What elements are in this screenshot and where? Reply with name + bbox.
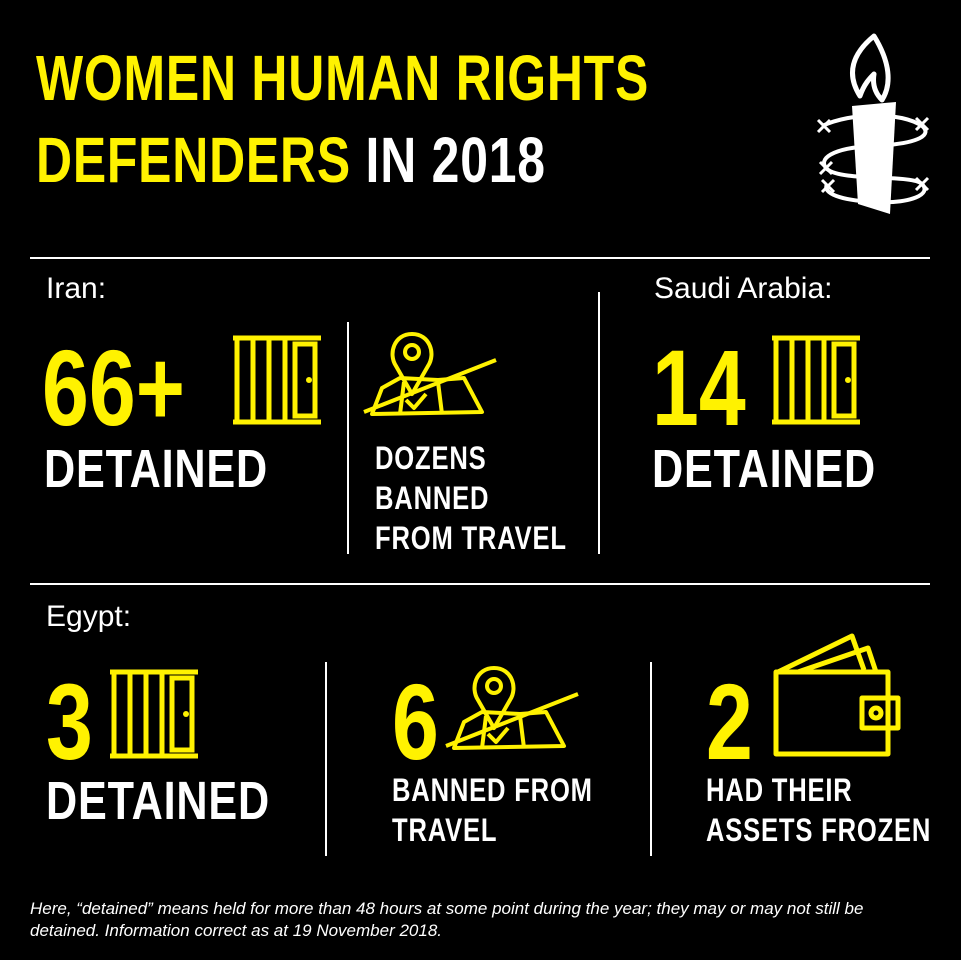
travel-ban-icon: [445, 666, 579, 750]
divider-iran: [347, 322, 349, 554]
footnote: Here, “detained” means held for more tha…: [30, 899, 864, 940]
egypt-assets-line-2: ASSETS FROZEN: [706, 812, 932, 848]
iran-travel-line-1: DOZENS: [375, 440, 487, 476]
title-line-2: DEFENDERS IN 2018: [36, 128, 546, 192]
egypt-detained-label: DETAINED: [46, 771, 271, 831]
travel-ban-icon: [363, 332, 497, 416]
iran-detained-label: DETAINED: [44, 439, 269, 499]
saudi-detained-value: 14: [652, 327, 746, 448]
country-iran: Iran:: [46, 272, 107, 305]
egypt-assets-line-1: HAD THEIR: [706, 772, 853, 808]
egypt-travel-line-2: TRAVEL: [392, 812, 498, 848]
egypt-travel-value: 6: [392, 661, 439, 782]
iran-detained-value: 66+: [42, 327, 185, 448]
wallet-icon: [773, 633, 901, 757]
prison-cell-icon: [772, 335, 860, 425]
title-year: IN 2018: [365, 124, 546, 196]
country-egypt: Egypt:: [46, 600, 132, 633]
divider-middle: [30, 583, 930, 585]
prison-cell-icon: [110, 669, 198, 759]
saudi-detained-label: DETAINED: [652, 439, 877, 499]
title-line-1: WOMEN HUMAN RIGHTS: [36, 42, 650, 114]
title-highlight: DEFENDERS: [36, 124, 351, 196]
egypt-detained-value: 3: [46, 661, 93, 782]
iran-travel-line-3: FROM TRAVEL: [375, 520, 567, 556]
egypt-assets-value: 2: [706, 661, 753, 782]
divider-top: [30, 257, 930, 259]
country-saudi-arabia: Saudi Arabia:: [654, 272, 833, 305]
divider-egypt-1: [325, 662, 327, 856]
divider-egypt-2: [650, 662, 652, 856]
divider-saudi: [598, 292, 600, 554]
egypt-travel-line-1: BANNED FROM: [392, 772, 593, 808]
iran-travel-line-2: BANNED: [375, 480, 490, 516]
candle-barbed-wire-icon: [816, 33, 930, 214]
prison-cell-icon: [233, 335, 321, 425]
